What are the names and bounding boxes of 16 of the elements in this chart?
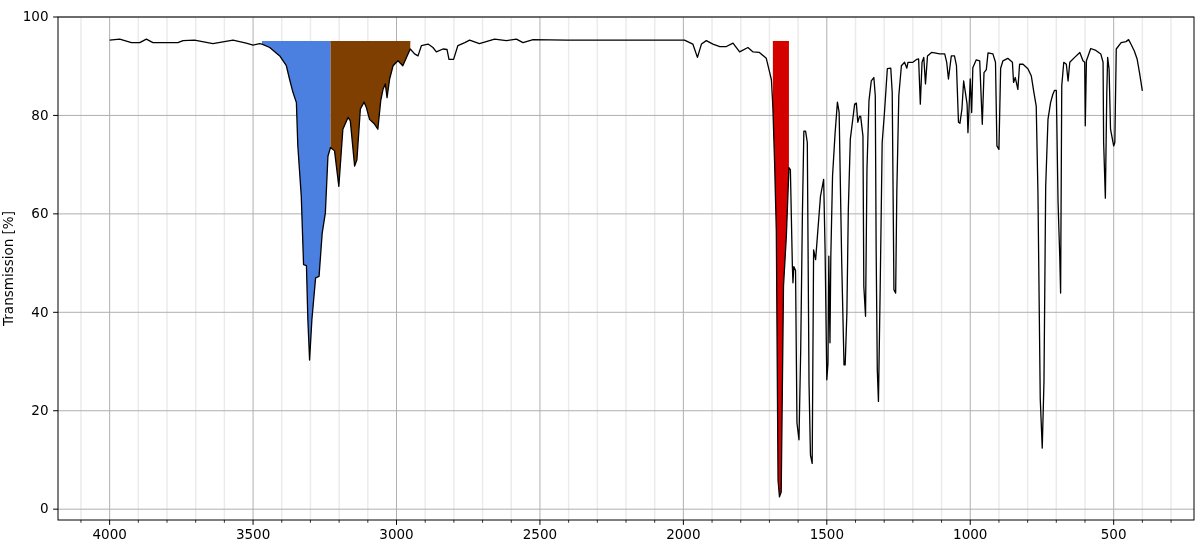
x-tick-label: 1000 [953, 525, 988, 542]
x-tick-label: 2000 [666, 525, 701, 542]
x-tick-label: 4000 [92, 525, 127, 542]
y-tick-label: 20 [31, 402, 49, 419]
line-series [108, 38, 1144, 498]
y-axis-title: Transmission [%] [0, 211, 16, 327]
x-tick-label: 1500 [809, 525, 844, 542]
y-tick-label: 60 [31, 205, 49, 222]
x-tick-label: 500 [1100, 525, 1127, 542]
y-tick-label: 0 [39, 500, 49, 517]
x-tick-label: 3000 [379, 525, 414, 542]
x-tick-label: 3500 [235, 525, 271, 542]
x-tick-label: 2500 [522, 525, 558, 542]
y-tick-label: 40 [31, 303, 49, 320]
y-tick-label: 80 [31, 106, 49, 123]
y-tick-label: 100 [22, 8, 49, 25]
